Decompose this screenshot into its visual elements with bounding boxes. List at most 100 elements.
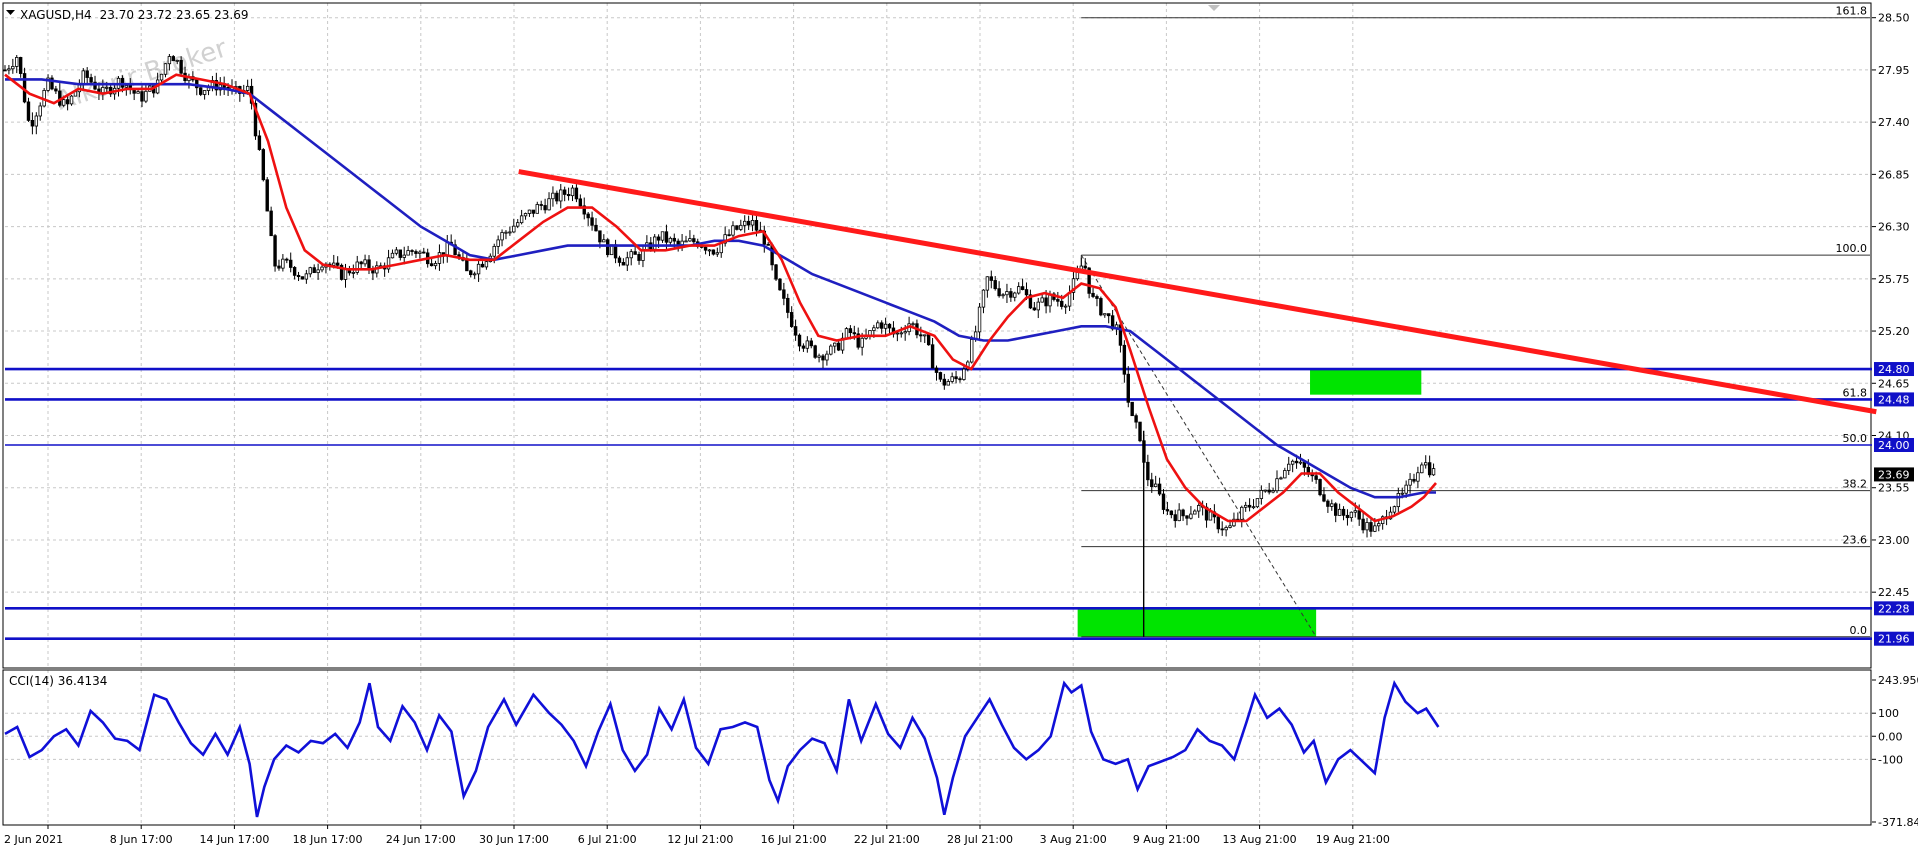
price-tick-label: 25.75 <box>1878 273 1910 286</box>
candle-body <box>1294 460 1299 464</box>
horizontal-levels[interactable] <box>5 367 1872 641</box>
candle-body <box>1314 475 1318 480</box>
candle-body <box>899 332 903 335</box>
candle-body <box>860 337 864 348</box>
candle-body <box>437 252 442 264</box>
candle-body <box>825 353 829 361</box>
candle-body <box>390 252 395 259</box>
candle-body <box>895 332 900 335</box>
candle-body <box>606 239 610 256</box>
fibo-level-label: 23.6 <box>1843 534 1868 547</box>
fibo-level-label: 0.0 <box>1850 624 1868 637</box>
candle-body <box>930 344 935 369</box>
candle-body <box>1032 307 1037 311</box>
candle-body <box>954 376 958 380</box>
candle-body <box>688 238 692 242</box>
candle-body <box>809 340 813 347</box>
candle-body <box>1063 305 1068 308</box>
price-tick-label: 23.55 <box>1878 482 1910 495</box>
candle-body <box>1126 373 1130 403</box>
shift-marker-icon[interactable] <box>1208 5 1220 11</box>
candle-body <box>136 91 140 94</box>
candle-body <box>285 258 289 261</box>
candle-body <box>18 57 23 74</box>
candle-body <box>465 259 469 272</box>
time-tick-label: 12 Jul 21:00 <box>667 833 733 846</box>
candle-body <box>629 251 633 259</box>
candle-body <box>1298 461 1303 464</box>
candle-body <box>1251 506 1256 509</box>
candle-body <box>852 332 857 335</box>
price-tick-label: 25.20 <box>1878 325 1910 338</box>
candle-body <box>523 213 528 217</box>
candle-body <box>304 273 309 280</box>
candle-body <box>410 250 414 252</box>
fibo-level-label: 161.8 <box>1836 5 1868 18</box>
candle-body <box>1361 518 1365 531</box>
candle-body <box>836 342 841 351</box>
candle-body <box>159 73 164 81</box>
candle-body <box>566 194 571 197</box>
cci-tick-label: 100 <box>1878 707 1899 720</box>
candle-body <box>26 101 31 121</box>
candle-body <box>570 187 575 197</box>
candle-body <box>202 90 207 95</box>
candle-body <box>1044 297 1048 307</box>
cci-tick-label: 0.00 <box>1878 730 1903 743</box>
candle-body <box>1392 506 1397 513</box>
candle-body <box>750 220 755 226</box>
time-tick-label: 13 Aug 21:00 <box>1223 833 1297 846</box>
candle-body <box>559 189 563 202</box>
candle-body <box>339 264 344 280</box>
fibo-level-label: 50.0 <box>1843 432 1868 445</box>
candle-body <box>512 225 516 233</box>
candle-body <box>69 95 74 105</box>
cci-tick-label: 243.950 <box>1878 674 1918 687</box>
descending-trendline[interactable] <box>518 169 1877 415</box>
price-grid <box>5 3 1872 668</box>
candle-body <box>398 249 402 258</box>
candle-body <box>527 209 532 214</box>
candle-body <box>946 381 950 386</box>
symbol-menu-triangle-icon[interactable] <box>6 10 15 15</box>
candle-body <box>997 288 1001 297</box>
candle-body <box>1322 494 1326 502</box>
candle-body <box>903 331 907 334</box>
candle-body <box>539 204 543 206</box>
candle-body <box>1146 461 1150 481</box>
candle-body <box>723 234 727 244</box>
candle-body <box>269 210 273 237</box>
candle-body <box>1326 500 1330 507</box>
candle-body <box>289 259 293 268</box>
candle-body <box>1271 490 1275 493</box>
candle-body <box>707 249 712 252</box>
candle-body <box>484 261 489 268</box>
candle-body <box>754 220 759 231</box>
candle-body <box>829 345 833 355</box>
candle-body <box>942 378 947 386</box>
candle-body <box>872 327 876 331</box>
candle-body <box>332 262 336 266</box>
candle-body <box>273 235 277 267</box>
candle-body <box>1349 511 1354 519</box>
candle-body <box>1287 463 1291 471</box>
candle-body <box>1177 509 1181 522</box>
candle-body <box>1424 462 1428 466</box>
time-tick-label: 28 Jul 21:00 <box>947 833 1013 846</box>
candle-body <box>715 252 720 255</box>
candle-body <box>985 276 990 291</box>
candle-body <box>1353 510 1357 513</box>
candle-body <box>617 257 622 263</box>
candle-body <box>692 238 696 243</box>
fibo-swing-line <box>1080 254 1317 638</box>
candle-body <box>1036 301 1040 311</box>
candle-body <box>1431 468 1436 476</box>
time-tick-label: 22 Jul 21:00 <box>854 833 920 846</box>
candle-body <box>300 276 305 280</box>
level-price-tag-label: 24.00 <box>1878 439 1910 452</box>
candle-body <box>574 187 579 200</box>
cci-pane[interactable]: CCI(14) 36.4134 243.950 100 0.00 -100 -371.8… <box>2 669 1918 829</box>
time-tick-label: 24 Jun 17:00 <box>386 833 456 846</box>
price-tick-label: 26.85 <box>1878 168 1910 181</box>
candle-body <box>1028 294 1033 309</box>
